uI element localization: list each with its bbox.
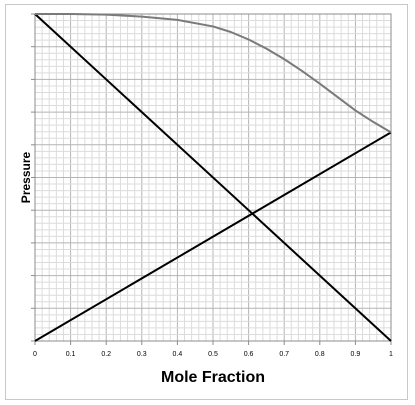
x-tick-label: 0.7	[279, 351, 289, 358]
y-axis-label: Pressure	[19, 151, 33, 203]
x-tick-label: 0.6	[244, 351, 254, 358]
x-tick-label: 1	[389, 351, 393, 358]
series-layer	[34, 13, 392, 342]
x-axis-ticks: 0 0.1 0.2 0.3 0.4 0.5 0.6 0.7 0.8 0.9 1	[33, 341, 393, 358]
plot-area	[34, 13, 392, 342]
x-tick-label: 0	[33, 351, 37, 358]
x-tick-label: 0.8	[315, 351, 325, 358]
x-tick-label: 0.3	[137, 351, 147, 358]
x-axis-label: Mole Fraction	[161, 369, 265, 386]
x-tick-label: 0.9	[351, 351, 361, 358]
y-axis-ticks	[31, 13, 35, 342]
x-tick-label: 0.2	[101, 351, 111, 358]
series-line-3	[35, 13, 392, 134]
series-line-2	[34, 131, 392, 342]
plot-grid	[34, 13, 392, 342]
x-tick-label: 0.1	[66, 351, 76, 358]
series-line-1	[34, 13, 392, 342]
x-tick-label: 0.4	[173, 351, 183, 358]
x-tick-label: 0.5	[208, 351, 218, 358]
